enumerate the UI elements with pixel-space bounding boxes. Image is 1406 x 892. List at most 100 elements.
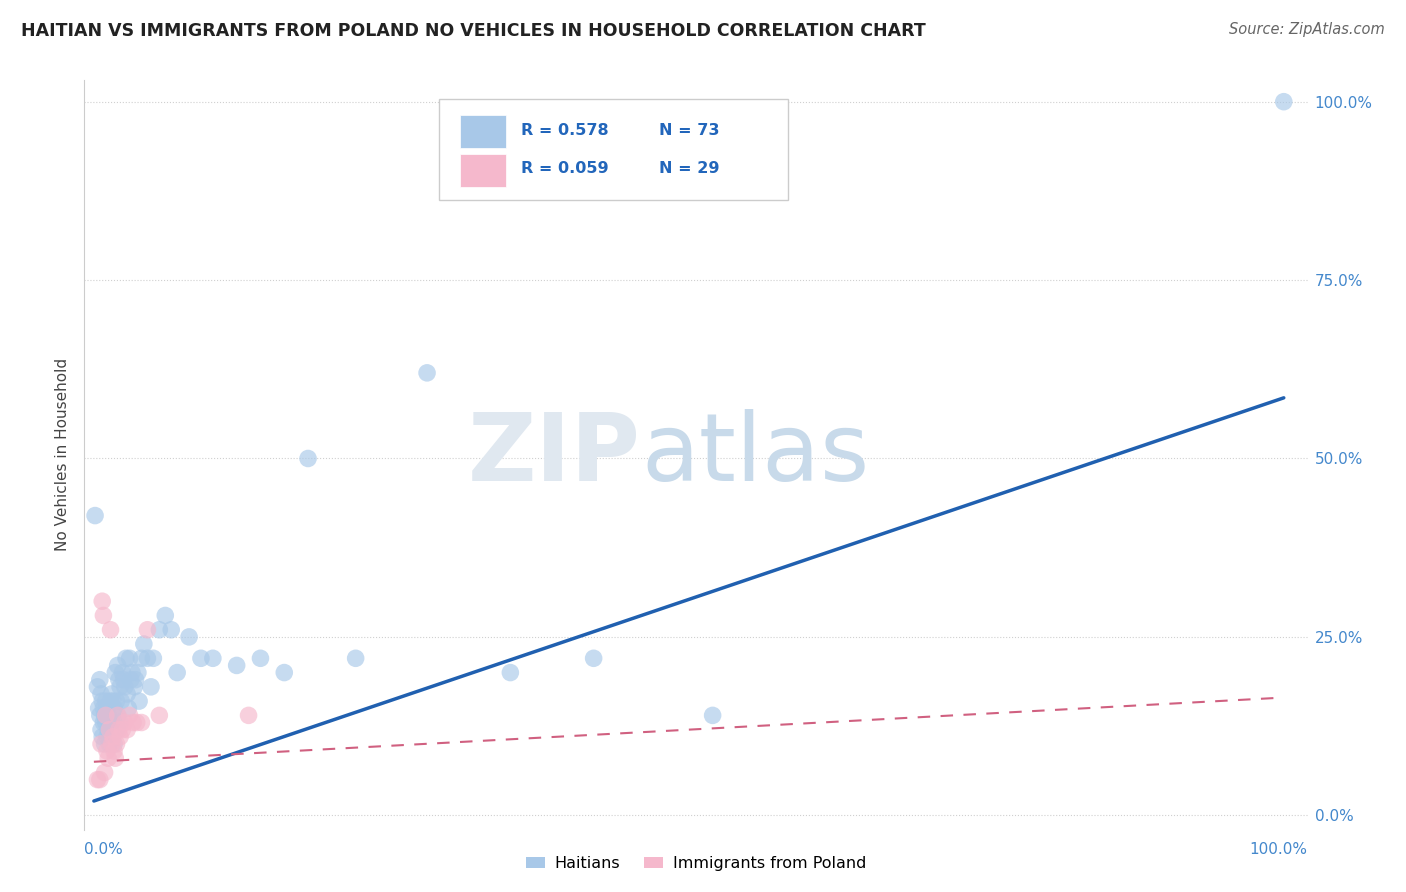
Point — [94, 715, 117, 730]
Point — [93, 608, 115, 623]
Point — [90, 723, 112, 737]
Point — [84, 508, 107, 523]
Point — [122, 715, 145, 730]
Point — [166, 665, 188, 680]
Point — [93, 765, 115, 780]
Point — [117, 701, 139, 715]
Point — [118, 708, 141, 723]
Point — [1272, 95, 1295, 109]
Point — [108, 715, 131, 730]
Text: R = 0.578: R = 0.578 — [522, 123, 609, 138]
Point — [111, 723, 134, 737]
Point — [136, 623, 159, 637]
Point — [225, 658, 247, 673]
Point — [100, 737, 122, 751]
Point — [148, 623, 170, 637]
Point — [101, 730, 124, 744]
Point — [131, 651, 153, 665]
Point — [96, 701, 118, 715]
Point — [125, 715, 148, 730]
Point — [115, 651, 138, 665]
Point — [110, 694, 132, 708]
Text: ZIP: ZIP — [468, 409, 641, 501]
Point — [499, 665, 522, 680]
Point — [97, 751, 120, 765]
Point — [98, 737, 121, 751]
Point — [93, 701, 115, 715]
Text: HAITIAN VS IMMIGRANTS FROM POLAND NO VEHICLES IN HOUSEHOLD CORRELATION CHART: HAITIAN VS IMMIGRANTS FROM POLAND NO VEH… — [21, 22, 925, 40]
Point — [105, 694, 128, 708]
Text: N = 29: N = 29 — [659, 161, 720, 177]
Point — [91, 594, 114, 608]
Point — [297, 451, 319, 466]
Legend: Haitians, Immigrants from Poland: Haitians, Immigrants from Poland — [519, 850, 873, 878]
Point — [93, 715, 115, 730]
Point — [124, 673, 146, 687]
Point — [136, 651, 159, 665]
Point — [118, 651, 141, 665]
Point — [127, 665, 149, 680]
Text: Source: ZipAtlas.com: Source: ZipAtlas.com — [1229, 22, 1385, 37]
Point — [238, 708, 260, 723]
Point — [114, 680, 136, 694]
Point — [104, 708, 127, 723]
Point — [89, 772, 111, 787]
Point — [86, 680, 108, 694]
Point — [90, 737, 112, 751]
Point — [132, 637, 155, 651]
Bar — [460, 154, 506, 187]
Point — [94, 708, 117, 723]
Point — [90, 687, 112, 701]
Point — [104, 751, 127, 765]
Point — [115, 687, 138, 701]
Point — [201, 651, 224, 665]
Point — [94, 694, 117, 708]
Point — [100, 694, 122, 708]
Point — [107, 708, 129, 723]
Point — [91, 730, 114, 744]
Point — [108, 673, 131, 687]
Text: R = 0.059: R = 0.059 — [522, 161, 609, 177]
Point — [101, 694, 124, 708]
Point — [124, 680, 146, 694]
Point — [108, 730, 131, 744]
Point — [177, 630, 200, 644]
Point — [105, 737, 128, 751]
Point — [139, 680, 162, 694]
Point — [100, 623, 122, 637]
Point — [105, 723, 128, 737]
Point — [148, 708, 170, 723]
Point — [98, 715, 121, 730]
Text: 100.0%: 100.0% — [1250, 842, 1308, 857]
Point — [96, 744, 118, 758]
Point — [114, 715, 136, 730]
Point — [98, 723, 121, 737]
Point — [416, 366, 439, 380]
Point — [86, 772, 108, 787]
Point — [97, 723, 120, 737]
Point — [103, 701, 125, 715]
Point — [104, 665, 127, 680]
Point — [160, 623, 183, 637]
Point — [89, 673, 111, 687]
Point — [108, 680, 131, 694]
FancyBboxPatch shape — [439, 99, 787, 200]
Point — [103, 744, 125, 758]
Text: N = 73: N = 73 — [659, 123, 720, 138]
Point — [93, 708, 115, 723]
Point — [142, 651, 165, 665]
Point — [100, 715, 122, 730]
Point — [96, 730, 118, 744]
Point — [87, 701, 110, 715]
Point — [101, 723, 124, 737]
Point — [120, 673, 142, 687]
Point — [107, 658, 129, 673]
Point — [112, 673, 135, 687]
Text: atlas: atlas — [641, 409, 869, 501]
Text: 0.0%: 0.0% — [84, 842, 124, 857]
Point — [249, 651, 271, 665]
Point — [97, 708, 120, 723]
Point — [128, 694, 150, 708]
Point — [89, 708, 111, 723]
Point — [121, 665, 143, 680]
